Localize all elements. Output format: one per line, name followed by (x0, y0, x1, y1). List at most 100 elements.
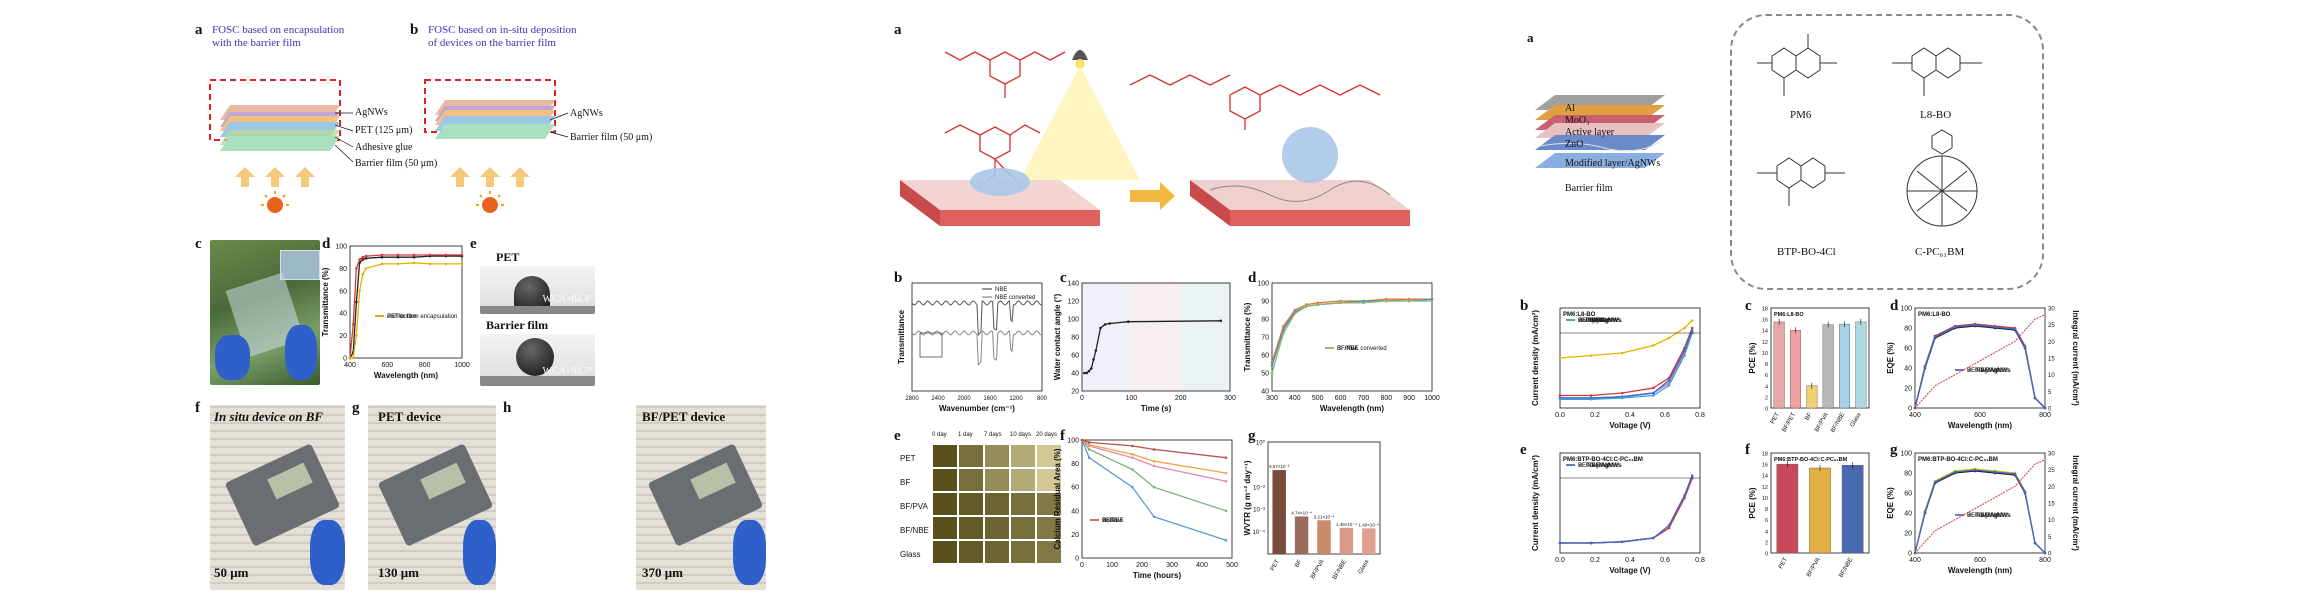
data-point (2033, 396, 2037, 400)
data-point (1131, 444, 1134, 448)
tick-label: 800 (2039, 557, 2051, 564)
data-point (1953, 325, 1957, 329)
arrow-icon (1130, 182, 1175, 210)
calcium-test-cell (984, 516, 1010, 540)
tick-label: 300 (1224, 395, 1236, 402)
data-point (1092, 358, 1095, 361)
spectrum-line (911, 330, 1042, 367)
panel-b-caption-line2: of devices on the barrier film (428, 37, 556, 49)
data-point (1589, 394, 1593, 397)
calcium-test-cell (958, 540, 984, 564)
data-point (1103, 323, 1107, 326)
calcium-test-cell (958, 468, 984, 492)
data-point (361, 258, 365, 261)
tick-label: 18 (1762, 307, 1768, 313)
data-point (1152, 448, 1156, 451)
data-point (1270, 364, 1274, 368)
mid-panel-a-scheme (900, 50, 1410, 226)
data-point (2033, 541, 2037, 545)
mid-panel-d-chart: 300 400 500 600 700 800 900 1000 40 50 60 70 80 90 100… (1243, 281, 1440, 414)
data-point (1087, 441, 1091, 444)
series-line (1560, 332, 1693, 399)
tick-label: 80 (1904, 326, 1912, 333)
data-point (1933, 480, 1937, 484)
day-header: 0 day (932, 432, 947, 438)
series-line (1271, 300, 1432, 374)
mid-panel-c-chart: 0 100 200 300 20 40 60 80 100 120 140 Time (s) Water… (1053, 281, 1236, 414)
tick-label: 0.8 (1695, 557, 1705, 564)
tick-label: 90 (1261, 299, 1269, 306)
data-point (1407, 299, 1411, 303)
legend-label: PET/bottom encapsulation (387, 314, 457, 320)
legend-label: BF/NBE (1337, 346, 1359, 352)
data-point (1667, 384, 1671, 387)
row-label: BF/PVA (900, 502, 928, 511)
tick-label: 10⁻⁴ (1253, 529, 1266, 536)
tick-label: 80 (1261, 317, 1269, 324)
plot-frame (1081, 282, 1231, 392)
tick-label: 40 (1904, 511, 1912, 518)
data-point (380, 262, 384, 266)
plot-frame (1770, 307, 1870, 409)
panel-g-photo: PET device 130 μm (368, 405, 496, 590)
data-point (355, 334, 358, 337)
data-point (1224, 480, 1228, 483)
product-structure (1129, 74, 1381, 130)
right-panel-b-chart: 0.0 0.2 0.4 0.6 0.8 Voltage (V) Current densit… (1531, 307, 1705, 430)
chart-title: PM6:L8-BO (1563, 312, 1596, 318)
day-header: 20 days (1036, 432, 1058, 438)
data-point (1620, 540, 1624, 544)
data-point (1652, 391, 1655, 395)
tick-label: 500 (1226, 562, 1238, 569)
panel-e-pet-label: PET (496, 250, 520, 264)
panel-d-chart: 400 600 800 1000 0 20 40 60 80 100 Wavelength (nm)… (321, 244, 470, 381)
mid-panel-g-chart: 5.57×10⁻² PET 4.74×10⁻⁴ BF 3.21×10⁻⁴ BF/PVA 1.… (1243, 440, 1381, 581)
legend-label: BF/NBE (1102, 518, 1124, 524)
monomer-structures (944, 51, 1066, 186)
legend-label: BF/PVA (1102, 518, 1123, 524)
tick-label: 0.8 (1695, 412, 1705, 419)
data-point (1652, 344, 1655, 347)
data-point (358, 289, 361, 293)
panel-e-bf-wca: WCA=94.7° (542, 366, 593, 377)
tick-label: 6 (1765, 373, 1768, 379)
tick-label: 15 (2048, 502, 2055, 508)
axis-label-y: Transmittance (%) (321, 267, 330, 336)
data-point (1993, 325, 1997, 329)
tick-label: 40 (1071, 508, 1079, 515)
tick-label: 8 (1765, 507, 1768, 513)
mid-panel-a-label: a (894, 22, 902, 38)
tick-label: 20 (1071, 532, 1079, 539)
legend-label: PET/AgNWs (1967, 513, 2001, 519)
background-band (1180, 283, 1230, 391)
bar (1822, 324, 1834, 409)
left-figure: a FOSC based on encapsulation with the b… (190, 0, 652, 593)
panel-f-glove (310, 520, 345, 585)
tick-label: 20 (1904, 531, 1912, 538)
mid-panel-f-chart: 0 100 200 300 400 500 0 20 40 60 80 100 Time (hours)… (1053, 438, 1238, 581)
tick-label: 20 (2048, 340, 2055, 346)
axis-label-x: Voltage (V) (1609, 421, 1651, 430)
tick-label: 600 (1974, 412, 1986, 419)
molecule-pm6: PM6 (1790, 109, 1812, 121)
spectrum-line (911, 300, 1042, 337)
tick-label: 16 (1762, 318, 1768, 324)
calcium-test-cell (1010, 444, 1036, 468)
bar (1294, 516, 1309, 554)
data-point (2023, 490, 2027, 494)
panel-b-caption-line1: FOSC based on in-situ deposition (428, 24, 577, 36)
data-point (1152, 459, 1156, 463)
tick-label: 20 (1904, 386, 1912, 393)
calcium-test-cell (984, 444, 1010, 468)
tick-label: 100 (1125, 395, 1137, 402)
plot-frame (1271, 282, 1433, 392)
molecule-box: PM6 L8-BO BTP-BO-4Cl C-PC₆₁BM (1730, 14, 2044, 290)
substrate-before (900, 168, 1100, 226)
right-panel-f-chart: PET BF/PVA BF/NBE 0 2 4 6 8 10 12 14 16 18 PCE (%) PM6… (1748, 452, 1870, 579)
bar-value-label: 4.74×10⁻⁴ (1291, 510, 1312, 515)
tick-label: 0.4 (1625, 557, 1635, 564)
panel-g-thickness: 130 μm (378, 565, 419, 580)
axis-label-y: PCE (%) (1748, 342, 1757, 373)
chart-title: PM6:L8-BO (1774, 312, 1804, 318)
mid-panel-c-label: c (1060, 270, 1067, 286)
